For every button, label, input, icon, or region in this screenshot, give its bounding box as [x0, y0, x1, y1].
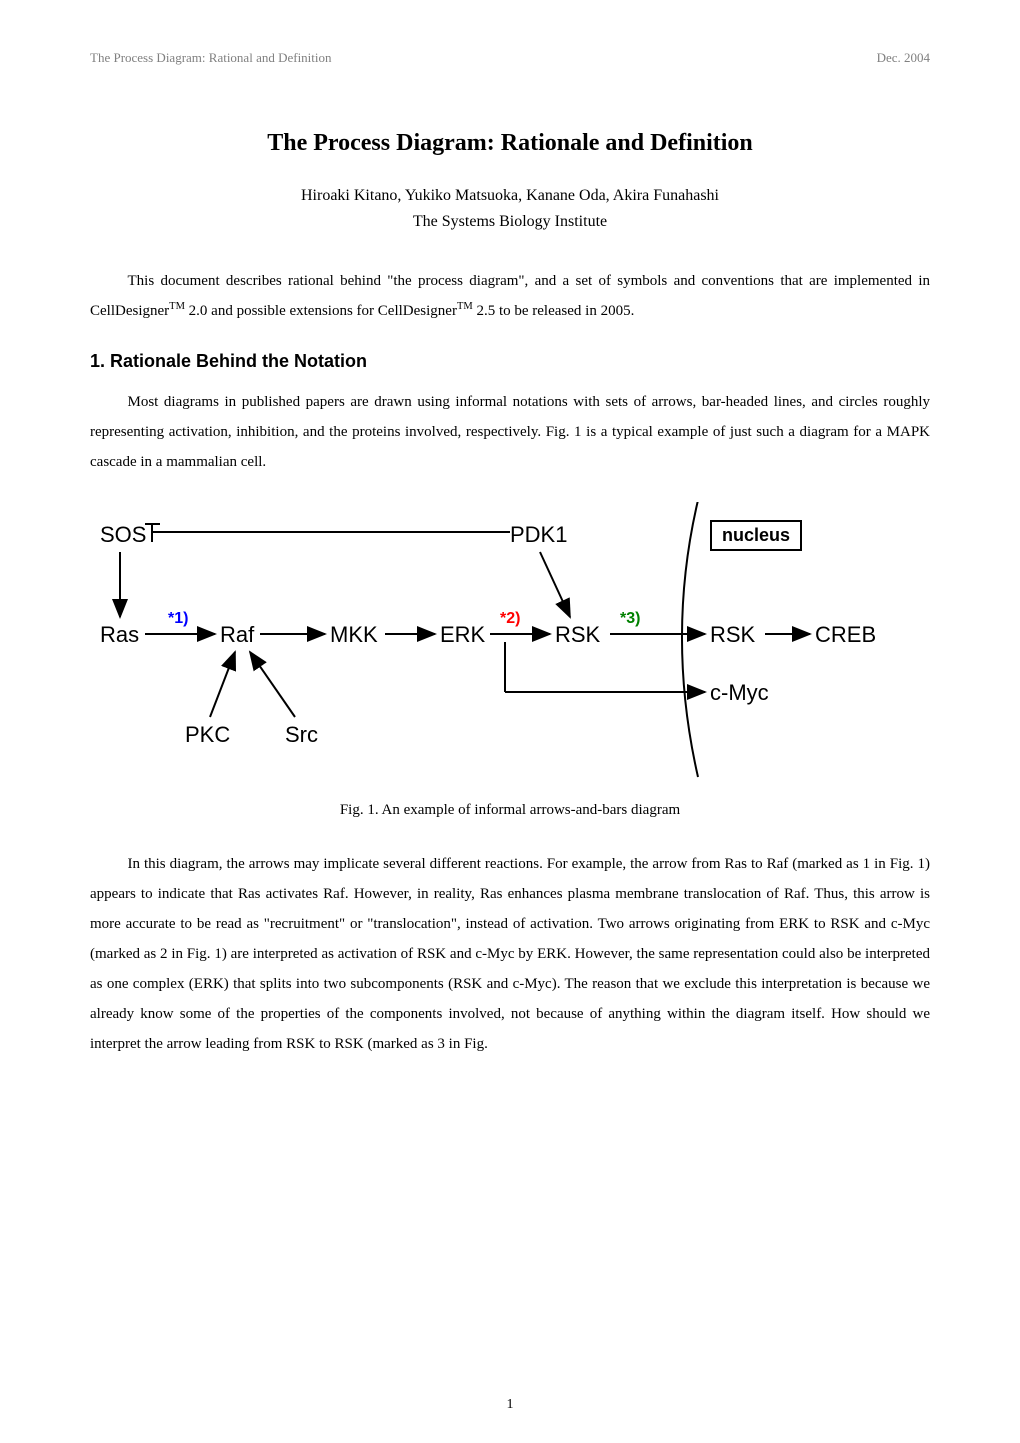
node-cmyc: c-Myc [710, 680, 769, 706]
node-rsk-cyto: RSK [555, 622, 600, 648]
figure-1-caption: Fig. 1. An example of informal arrows-an… [90, 802, 930, 819]
node-rsk-nuc: RSK [710, 622, 755, 648]
page-number: 1 [0, 1397, 1020, 1413]
edge-pkc-raf [210, 652, 235, 717]
page-title: The Process Diagram: Rationale and Defin… [90, 130, 930, 157]
para-2: In this diagram, the arrows may implicat… [90, 849, 930, 1059]
node-nucleus: nucleus [710, 520, 802, 551]
authors-line: Hiroaki Kitano, Yukiko Matsuoka, Kanane … [90, 187, 930, 205]
node-pkc: PKC [185, 722, 230, 748]
nucleus-boundary [682, 502, 700, 777]
node-mkk: MKK [330, 622, 378, 648]
intro-paragraph: This document describes rational behind … [90, 266, 930, 326]
edge-pdk1-rsk [540, 552, 570, 617]
node-ras: Ras [100, 622, 139, 648]
annotation-2: *2) [500, 610, 520, 628]
node-pdk1: PDK1 [510, 522, 567, 548]
node-creb: CREB [815, 622, 876, 648]
node-raf: Raf [220, 622, 254, 648]
section-1-heading: 1. Rationale Behind the Notation [90, 351, 930, 372]
header-left: The Process Diagram: Rational and Defini… [90, 50, 332, 66]
affiliation-line: The Systems Biology Institute [90, 213, 930, 231]
node-sos: SOS [100, 522, 146, 548]
header-right: Dec. 2004 [877, 50, 930, 66]
annotation-1: *1) [168, 610, 188, 628]
figure-1: SOS Ras Raf MKK ERK PDK1 RSK nucleus RSK… [90, 502, 930, 782]
node-erk: ERK [440, 622, 485, 648]
edge-src-raf [250, 652, 295, 717]
node-src: Src [285, 722, 318, 748]
annotation-3: *3) [620, 610, 640, 628]
section-1-para-1: Most diagrams in published papers are dr… [90, 387, 930, 477]
